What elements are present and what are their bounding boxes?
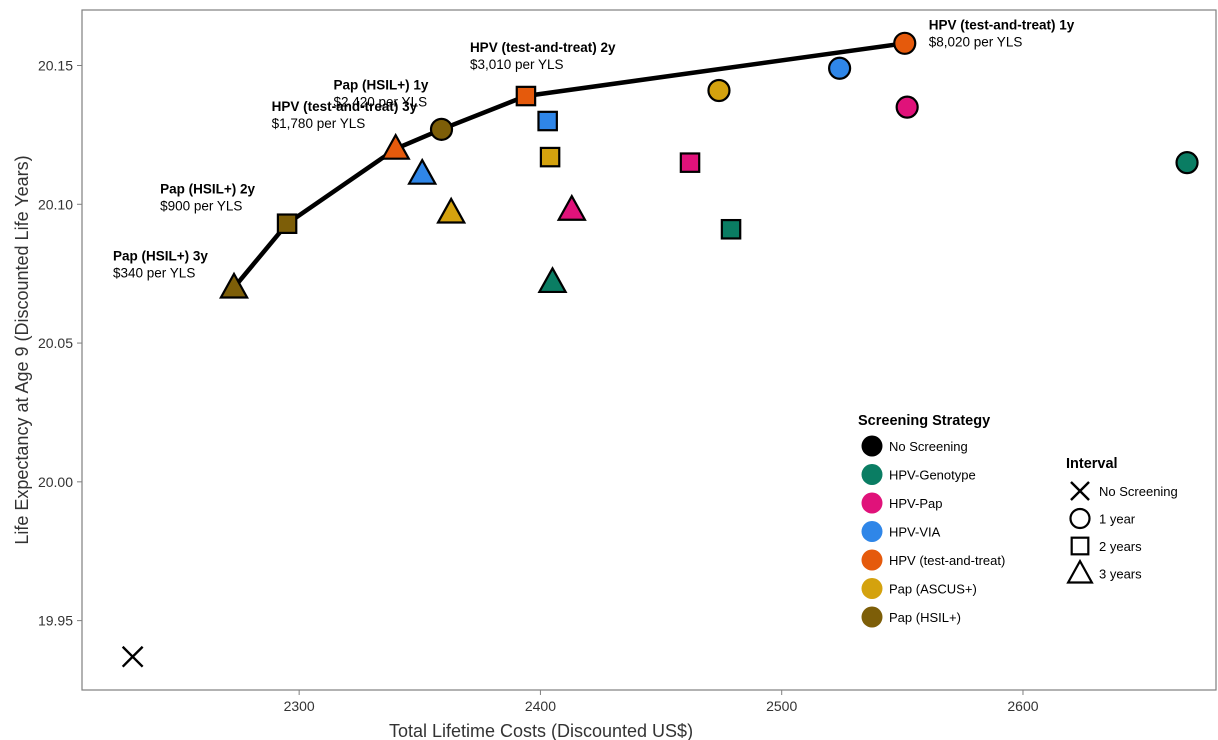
legend-label-hpv-test-and-treat: HPV (test-and-treat) xyxy=(889,553,1005,568)
x-tick-label: 2600 xyxy=(1007,698,1038,714)
y-tick-label: 20.05 xyxy=(38,335,73,351)
point-pap-ascus-2-years xyxy=(539,146,561,168)
legend-screening-strategy: Screening Strategy No Screening HPV-Genot… xyxy=(858,413,1005,628)
annotation-icer: $3,010 per YLS xyxy=(470,57,564,72)
point-hpv-test-and-treat-3-years xyxy=(380,132,411,160)
point-pap-hsil-2-years xyxy=(276,213,298,235)
legend-interval: Interval No Screening 1 year 2 years 3 year… xyxy=(1066,456,1178,584)
legend-shape-no-screening xyxy=(1070,481,1090,501)
point-hpv-via-1-year xyxy=(828,56,852,80)
annotation-title: Pap (HSIL+) 1y xyxy=(334,77,429,92)
legend-label-no-screening: No Screening xyxy=(889,439,968,454)
legend-interval-label-2-years: 2 years xyxy=(1099,539,1142,554)
x-axis: 2300 2400 2500 2600 xyxy=(284,690,1039,714)
annotation-icer: $340 per YLS xyxy=(113,266,195,281)
point-hpv-genotype-3-years xyxy=(537,266,568,294)
y-tick-label: 20.00 xyxy=(38,474,73,490)
legend-label-pap-ascus: Pap (ASCUS+) xyxy=(889,582,977,597)
legend-interval-title: Interval xyxy=(1066,456,1118,472)
annotation-icer: $1,780 per YLS xyxy=(272,116,366,131)
legend-strategy-title: Screening Strategy xyxy=(858,413,990,429)
point-pap-ascus-1-year xyxy=(707,78,731,103)
point-hpv-test-and-treat-1-year xyxy=(893,31,917,55)
annotation-title: HPV (test-and-treat) 3y xyxy=(272,99,418,114)
x-tick-label: 2300 xyxy=(284,698,315,714)
legend-label-pap-hsil: Pap (HSIL+) xyxy=(889,610,961,625)
point-hpv-pap-3-years xyxy=(556,193,587,221)
legend-label-hpv-genotype: HPV-Genotype xyxy=(889,468,976,483)
point-hpv-via-2-years xyxy=(537,110,558,132)
annotation-icer: $900 per YLS xyxy=(160,199,242,214)
efficiency-frontier-line xyxy=(231,41,908,290)
x-tick-label: 2500 xyxy=(766,698,797,714)
point-hpv-via-3-years xyxy=(407,157,438,185)
legend-shape-1-year xyxy=(1069,507,1091,530)
y-axis-label: Life Expectancy at Age 9 (Discounted Lif… xyxy=(12,155,32,544)
legend-label-hpv-via: HPV-VIA xyxy=(889,525,941,540)
legend-key-no-screening xyxy=(861,435,883,457)
x-tick-label: 2400 xyxy=(525,698,556,714)
legend-shape-3-years xyxy=(1066,558,1094,584)
point-hpv-genotype-2-years xyxy=(720,218,742,240)
annotation-icer: $8,020 per YLS xyxy=(929,34,1023,49)
legend-key-hpv-via xyxy=(861,521,883,542)
legend-shape-2-years xyxy=(1070,536,1090,556)
annotation-title: HPV (test-and-treat) 1y xyxy=(929,17,1075,32)
data-points xyxy=(121,31,1199,668)
point-hpv-genotype-1-year xyxy=(1175,151,1199,175)
annotation-title: Pap (HSIL+) 3y xyxy=(113,249,208,264)
point-pap-hsil-3-years xyxy=(219,271,249,299)
legend-label-hpv-pap: HPV-Pap xyxy=(889,496,942,511)
legend-key-hpv-test-and-treat xyxy=(861,549,883,571)
legend-interval-label-no-screening: No Screening xyxy=(1099,484,1178,499)
y-tick-label: 20.10 xyxy=(38,196,73,212)
point-pap-hsil-1-year xyxy=(429,117,454,141)
point-hpv-pap-1-year xyxy=(895,95,919,119)
frontier-annotations: Pap (HSIL+) 3y $340 per YLS Pap (HSIL+) 2y… xyxy=(113,17,1075,280)
annotation-title: HPV (test-and-treat) 2y xyxy=(470,40,616,55)
legend-key-pap-ascus xyxy=(861,578,883,599)
legend-interval-label-3-years: 3 years xyxy=(1099,567,1142,582)
legend-key-hpv-genotype xyxy=(861,464,883,485)
annotation-title: Pap (HSIL+) 2y xyxy=(160,182,255,197)
point-no-screening-no-screening xyxy=(121,645,144,668)
x-axis-label: Total Lifetime Costs (Discounted US$) xyxy=(389,721,693,740)
legend-key-pap-hsil xyxy=(861,606,883,628)
y-tick-label: 20.15 xyxy=(38,58,73,74)
y-axis: 19.95 20.00 20.05 20.10 20.15 xyxy=(38,58,82,629)
point-pap-ascus-3-years xyxy=(436,196,467,224)
point-hpv-pap-2-years xyxy=(679,152,701,173)
annotation-icer: $2,420 per YLS xyxy=(334,94,428,109)
y-tick-label: 19.95 xyxy=(38,613,73,629)
plot-panel xyxy=(81,9,1217,691)
point-hpv-test-and-treat-2-years xyxy=(515,85,537,107)
legend-key-hpv-pap xyxy=(861,492,883,514)
legend-interval-label-1-year: 1 year xyxy=(1099,512,1136,527)
